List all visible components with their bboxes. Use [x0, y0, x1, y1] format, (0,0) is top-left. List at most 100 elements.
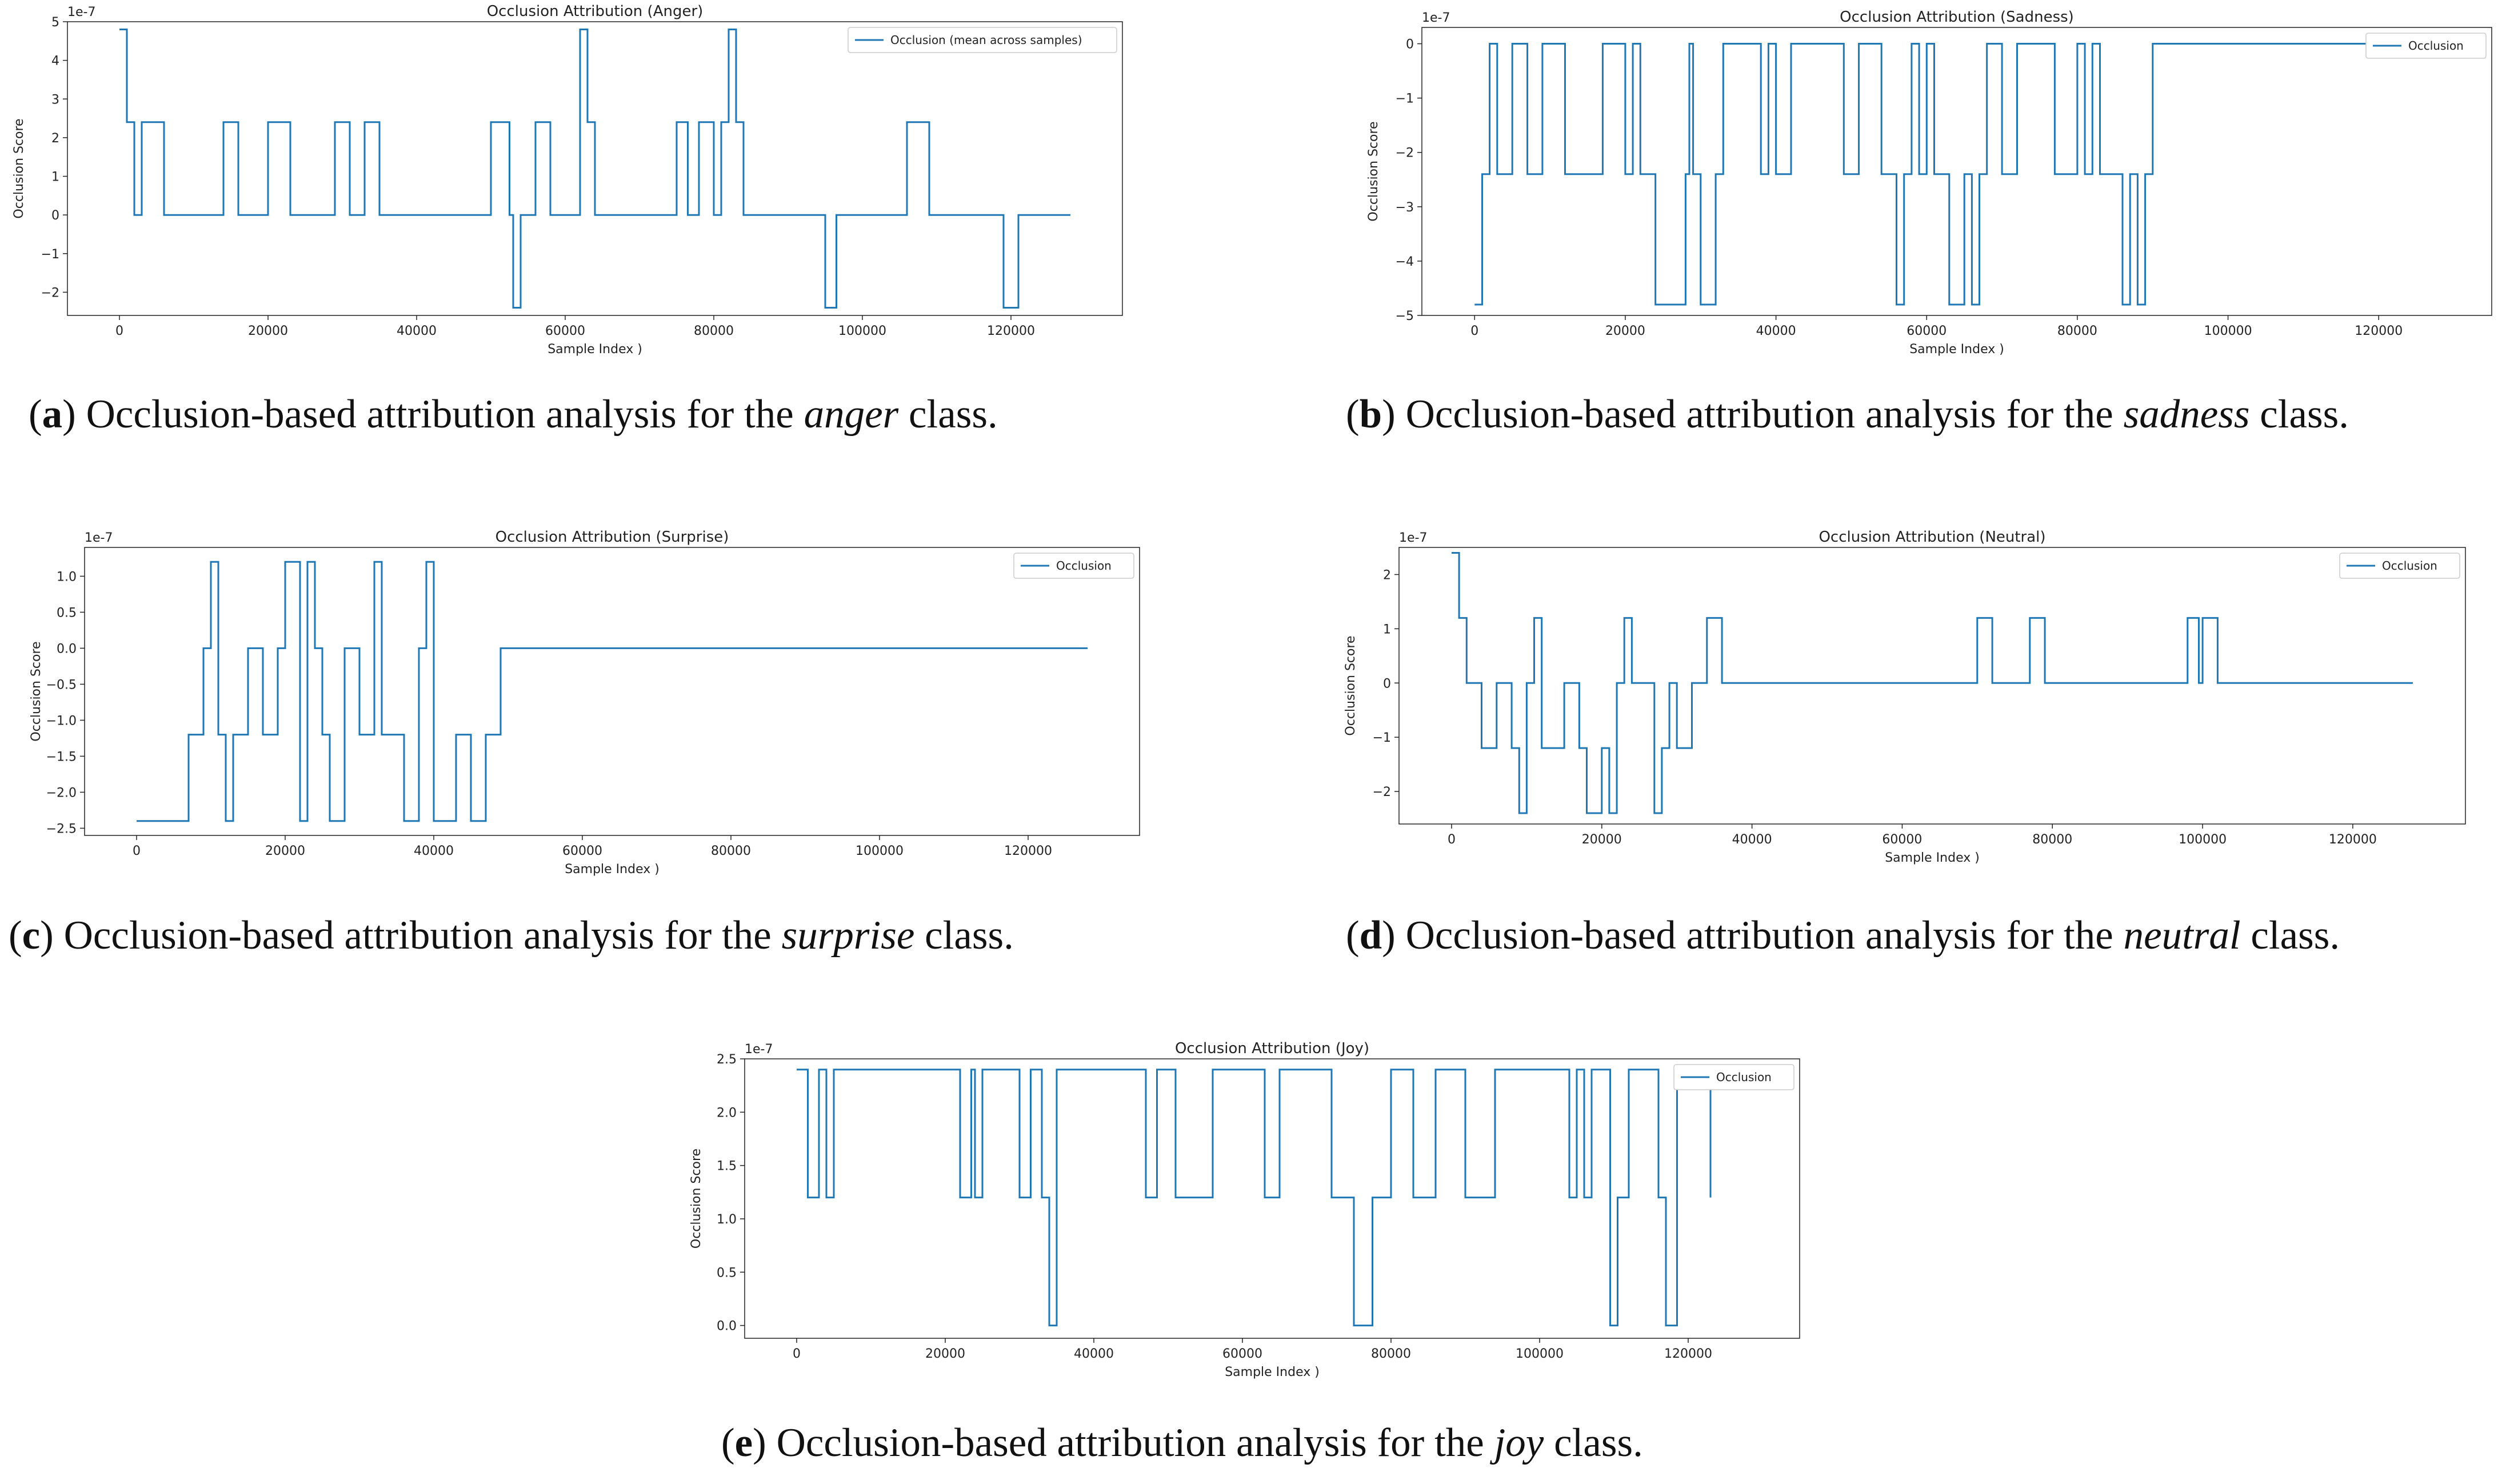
x-tick-label: 100000	[856, 844, 904, 858]
x-tick-label: 100000	[2204, 324, 2252, 338]
chart-surprise: Occlusion Attribution (Surprise) 1e-7 0 200…	[29, 529, 1140, 877]
x-axis-label: Sample Index )	[547, 342, 642, 357]
caption-c: (c) Occlusion-based attribution analysis…	[9, 913, 1014, 958]
x-tick-label: 20000	[1582, 833, 1622, 847]
y-tick-label: −1	[1373, 731, 1391, 745]
chart-title: Occlusion Attribution (Surprise)	[495, 529, 729, 546]
y-tick-label: −2.0	[46, 786, 77, 800]
x-tick-label: 0	[1448, 833, 1456, 847]
chart-title: Occlusion Attribution (Anger)	[487, 3, 704, 20]
y-axis-label: Occlusion Score	[1344, 635, 1358, 735]
x-tick-label: 80000	[694, 324, 734, 338]
x-tick-label: 0	[133, 844, 141, 858]
x-tick-label: 100000	[838, 324, 886, 338]
x-tick-label: 0	[793, 1347, 801, 1361]
legend-box	[848, 27, 1117, 53]
y-axis-label: Occlusion Score	[1366, 121, 1381, 221]
y-tick-label: −5	[1396, 309, 1414, 323]
y-tick-label: 0	[51, 209, 59, 223]
legend-label: Occlusion	[1716, 1070, 1772, 1084]
y-tick-label: −2	[1396, 146, 1414, 161]
y-tick-label: −1.5	[46, 750, 77, 764]
y-tick-label: 2	[51, 131, 59, 146]
y-tick-label: −2.5	[46, 822, 77, 836]
y-tick-label: 1.0	[717, 1213, 737, 1227]
y-tick-label: −3	[1396, 201, 1414, 215]
y-tick-label: 1	[1383, 622, 1391, 637]
x-tick-label: 60000	[1222, 1347, 1262, 1361]
y-tick-label: 5	[51, 15, 59, 30]
chart-sadness: Occlusion Attribution (Sadness) 1e-7 0 2000…	[1366, 9, 2492, 357]
legend-label: Occlusion	[2408, 39, 2464, 53]
y-tick-label: 0.0	[717, 1319, 737, 1334]
chart-anger: Occlusion Attribution (Anger) 1e-7 0 20000 4…	[12, 3, 1123, 357]
caption-d: (d) Occlusion-based attribution analysis…	[1346, 913, 2340, 958]
y-tick-label: 2.5	[717, 1053, 737, 1067]
caption-e: (e) Occlusion-based attribution analysis…	[721, 1421, 1643, 1465]
x-tick-label: 120000	[2355, 324, 2403, 338]
legend-label: Occlusion (mean across samples)	[890, 33, 1082, 47]
series-line	[1474, 43, 2439, 306]
series-line	[797, 1069, 1712, 1327]
y-axis-label: Occlusion Score	[12, 118, 26, 218]
x-tick-label: 40000	[414, 844, 454, 858]
x-tick-label: 60000	[1907, 324, 1947, 338]
x-tick-label: 20000	[925, 1347, 965, 1361]
legend-label: Occlusion	[2382, 559, 2437, 573]
axis-scale-note: 1e-7	[1399, 531, 1427, 545]
caption-a: (a) Occlusion-based attribution analysis…	[29, 392, 998, 437]
legend-box	[1013, 553, 1134, 579]
x-tick-label: 20000	[248, 324, 288, 338]
chart-neutral: Occlusion Attribution (Neutral) 1e-7 0 2000…	[1344, 529, 2466, 865]
x-tick-label: 100000	[2179, 833, 2227, 847]
series-line	[119, 29, 1070, 309]
x-tick-label: 0	[115, 324, 123, 338]
x-tick-label: 40000	[1074, 1347, 1114, 1361]
y-tick-label: 1.5	[717, 1159, 737, 1174]
plot-frame	[744, 1058, 1800, 1339]
x-tick-label: 120000	[987, 324, 1035, 338]
y-tick-label: 2	[1383, 568, 1391, 582]
x-tick-label: 20000	[265, 844, 305, 858]
y-tick-label: −2	[41, 286, 59, 300]
legend-label: Occlusion	[1056, 559, 1112, 573]
y-tick-label: −4	[1396, 255, 1414, 269]
y-tick-label: −1	[41, 247, 59, 262]
y-tick-label: 0	[1406, 38, 1414, 52]
y-tick-label: 0.5	[717, 1266, 737, 1280]
legend-box	[2365, 33, 2487, 59]
x-tick-label: 80000	[2057, 324, 2097, 338]
series-line	[1452, 552, 2413, 814]
x-tick-label: 80000	[1371, 1347, 1411, 1361]
y-tick-label: 0.5	[57, 606, 77, 620]
chart-title: Occlusion Attribution (Neutral)	[1818, 529, 2045, 546]
x-axis-label: Sample Index )	[1225, 1365, 1320, 1379]
x-tick-label: 120000	[1004, 844, 1052, 858]
chart-panel-sadness: Occlusion Attribution (Sadness) 1e-7 0 2000…	[1354, 0, 2497, 366]
caption-b: (b) Occlusion-based attribution analysis…	[1346, 392, 2349, 437]
plot-frame	[67, 21, 1123, 316]
y-tick-label: −1.0	[46, 714, 77, 728]
chart-panel-neutral: Occlusion Attribution (Neutral) 1e-7 0 2000…	[1332, 514, 2475, 880]
y-tick-label: 3	[51, 93, 59, 107]
chart-panel-surprise: Occlusion Attribution (Surprise) 1e-7 0 200…	[17, 526, 1160, 891]
x-tick-label: 120000	[2329, 833, 2377, 847]
x-tick-label: 80000	[711, 844, 751, 858]
y-axis-label: Occlusion Score	[689, 1149, 704, 1249]
axis-scale-note: 1e-7	[67, 5, 95, 19]
x-tick-label: 40000	[1756, 324, 1796, 338]
y-tick-label: −2	[1373, 785, 1391, 799]
chart-panel-anger: Occlusion Attribution (Anger) 1e-7 0 20000 4…	[0, 0, 1143, 366]
x-tick-label: 60000	[545, 324, 585, 338]
plot-frame	[1421, 27, 2492, 316]
y-tick-label: 1	[51, 170, 59, 185]
y-tick-label: 2.0	[717, 1106, 737, 1120]
y-tick-label: −1	[1396, 92, 1414, 106]
x-tick-label: 0	[1470, 324, 1478, 338]
x-axis-label: Sample Index )	[1885, 851, 1980, 865]
x-tick-label: 80000	[2032, 833, 2072, 847]
x-tick-label: 60000	[562, 844, 602, 858]
x-axis-label: Sample Index )	[1909, 342, 2004, 357]
y-tick-label: 0.0	[57, 642, 77, 656]
legend-box	[2339, 553, 2460, 579]
